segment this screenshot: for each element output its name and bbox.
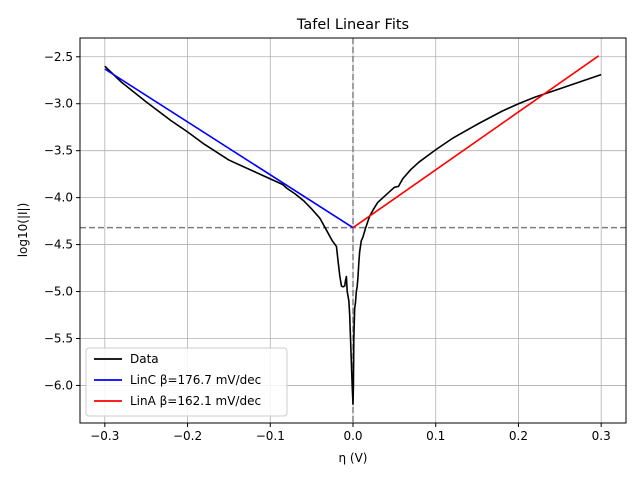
- series-line-2: [352, 55, 600, 229]
- x-tick-label: −0.2: [173, 429, 202, 443]
- chart-title: Tafel Linear Fits: [296, 17, 409, 33]
- y-axis-label: log10(|I|): [16, 203, 30, 258]
- y-tick-label: −4.5: [44, 238, 73, 252]
- series-line-0: [104, 65, 602, 406]
- x-tick-label: 0.1: [426, 429, 445, 443]
- x-tick-label: 0.2: [509, 429, 528, 443]
- y-tick-label: −3.0: [44, 97, 73, 111]
- x-tick-label: 0.0: [343, 429, 362, 443]
- legend: Data LinC β=176.7 mV/dec LinA β=162.1 mV/d…: [85, 347, 288, 417]
- x-axis-label: η (V): [339, 451, 368, 465]
- x-tick-label: −0.3: [90, 429, 119, 443]
- y-tick-label: −5.5: [44, 331, 73, 345]
- x-tick-label: 0.3: [592, 429, 611, 443]
- legend-box: [85, 347, 288, 417]
- y-tick-label: −4.0: [44, 191, 73, 205]
- series-line-1: [104, 68, 354, 229]
- x-tick-label: −0.1: [256, 429, 285, 443]
- legend-label-1: LinC β=176.7 mV/dec: [130, 373, 261, 387]
- axis-ticks: −0.3 −0.2 −0.1 0.0 0.1 0.2 0.3 −6.0 −5.5 −5.0 −4.5…: [44, 50, 611, 443]
- y-tick-label: −2.5: [44, 50, 73, 64]
- y-tick-label: −5.0: [44, 285, 73, 299]
- y-tick-label: −3.5: [44, 144, 73, 158]
- legend-label-0: Data: [130, 352, 159, 366]
- y-tick-label: −6.0: [44, 378, 73, 392]
- legend-label-2: LinA β=162.1 mV/dec: [130, 394, 261, 408]
- series-lines: [104, 55, 602, 406]
